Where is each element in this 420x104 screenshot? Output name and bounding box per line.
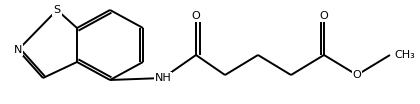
Text: CH₃: CH₃ [394,50,415,60]
Text: O: O [320,11,328,21]
Text: N: N [14,45,22,55]
Text: O: O [192,11,200,21]
Text: NH: NH [155,73,171,83]
Text: O: O [353,70,361,80]
Text: S: S [53,5,60,15]
